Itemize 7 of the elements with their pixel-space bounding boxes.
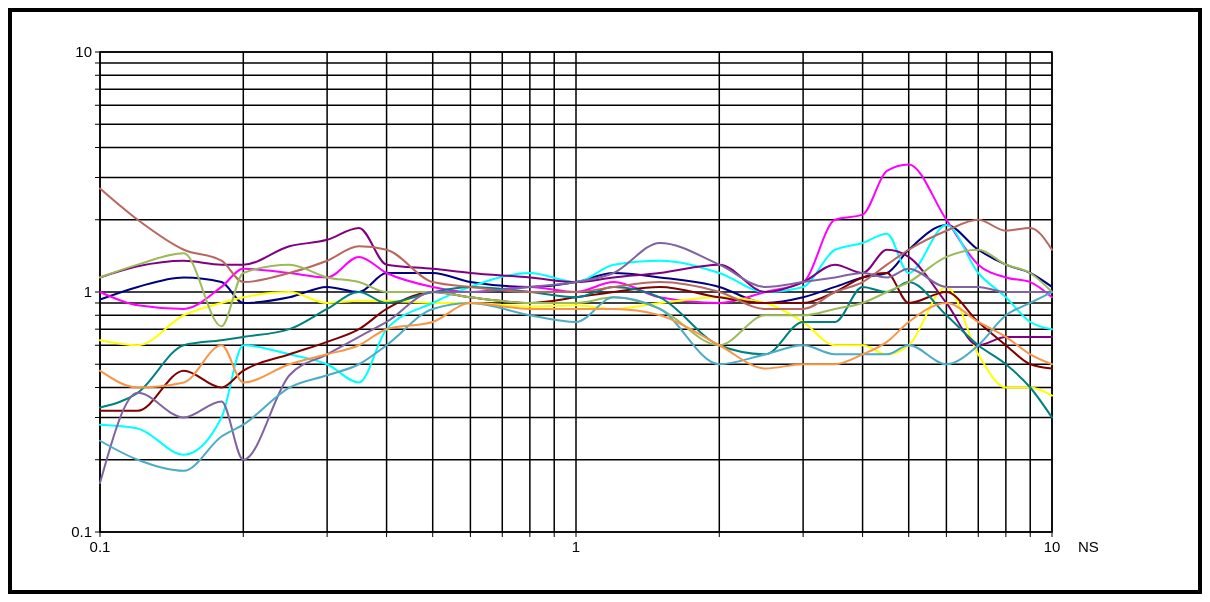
x-tick-label: 0.1 xyxy=(89,538,111,555)
y-tick-label: 0.1 xyxy=(71,523,92,540)
y-tick-label: 10 xyxy=(75,43,92,60)
x-tick-label: 10 xyxy=(1043,538,1061,555)
y-tick-label: 1 xyxy=(83,283,92,300)
x-axis-title: NS xyxy=(1078,538,1099,555)
x-tick-label: 1 xyxy=(571,538,581,555)
